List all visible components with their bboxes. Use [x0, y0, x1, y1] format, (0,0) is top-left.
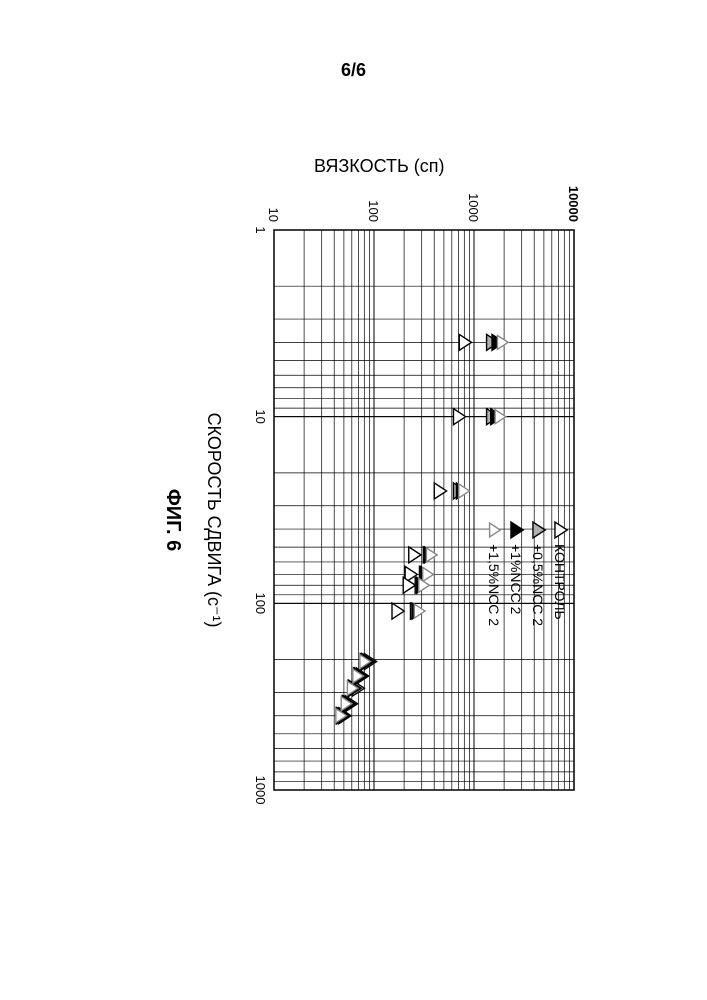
page-number: 6/6 [0, 60, 707, 81]
svg-text:КОНТРОЛЬ: КОНТРОЛЬ [552, 544, 568, 620]
svg-text:1000: 1000 [253, 776, 268, 805]
svg-text:1: 1 [253, 226, 268, 233]
svg-text:100: 100 [366, 200, 381, 222]
svg-text:10: 10 [253, 409, 268, 423]
y-axis-label: ВЯЗКОСТЬ (сп) [314, 156, 445, 177]
svg-text:10: 10 [266, 208, 281, 222]
figure-landscape: 1 10 100 1000 10 100 1000 10000 КОНТРОЛЬ +0,5%NCC… [124, 140, 584, 900]
svg-text:1000: 1000 [466, 193, 481, 222]
x-axis-label: СКОРОСТЬ СДВИГА (c⁻¹) [203, 140, 224, 900]
svg-text:100: 100 [253, 592, 268, 614]
page: 6/6 1 10 100 1000 10 100 1000 10000 КОНТРОЛЬ +0,5… [0, 0, 707, 1000]
rotated-figure-wrap: 110100100010100100010000КОНТРОЛЬ+0,5%NCC… [0, 290, 707, 750]
svg-text:10000: 10000 [566, 186, 581, 222]
svg-text:+0,5%NCC 2: +0,5%NCC 2 [530, 544, 546, 626]
figure-caption: ФИГ. 6 [161, 140, 184, 900]
svg-text:+1%NCC 2: +1%NCC 2 [508, 544, 524, 615]
viscosity-chart: 1 10 100 1000 10 100 1000 10000 КОНТРОЛЬ +0,5%NCC… [224, 140, 584, 900]
svg-text:+1,5%NCC 2: +1,5%NCC 2 [486, 544, 502, 626]
